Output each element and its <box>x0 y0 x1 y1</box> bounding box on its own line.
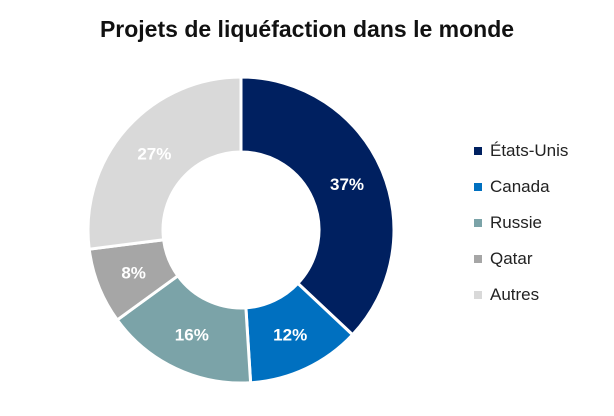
legend-item-0: États-Unis <box>474 133 568 169</box>
chart-title: Projets de liquéfaction dans le monde <box>99 16 515 42</box>
slice-label-0: 37% <box>330 175 364 194</box>
legend-item-3: Qatar <box>474 241 568 277</box>
legend-item-2: Russie <box>474 205 568 241</box>
slice-0 <box>239 75 396 337</box>
legend-swatch-0 <box>474 147 482 155</box>
legend-swatch-4 <box>474 291 482 299</box>
legend-swatch-1 <box>474 183 482 191</box>
legend-label-3: Qatar <box>490 249 533 268</box>
chart-legend: États-Unis Canada Russie Qatar Autres <box>474 133 568 313</box>
legend-swatch-3 <box>474 255 482 263</box>
legend-item-4: Autres <box>474 277 568 313</box>
legend-label-0: États-Unis <box>490 141 569 160</box>
slice-label-1: 12% <box>273 326 307 345</box>
slice-label-2: 16% <box>175 326 209 345</box>
legend-label-4: Autres <box>490 285 540 304</box>
legend-item-1: Canada <box>474 169 568 205</box>
slice-label-3: 8% <box>121 264 146 283</box>
legend-label-1: Canada <box>490 177 550 196</box>
legend-swatch-2 <box>474 219 482 227</box>
legend-label-2: Russie <box>490 213 542 232</box>
slice-4 <box>86 75 243 251</box>
slice-label-4: 27% <box>137 145 171 164</box>
